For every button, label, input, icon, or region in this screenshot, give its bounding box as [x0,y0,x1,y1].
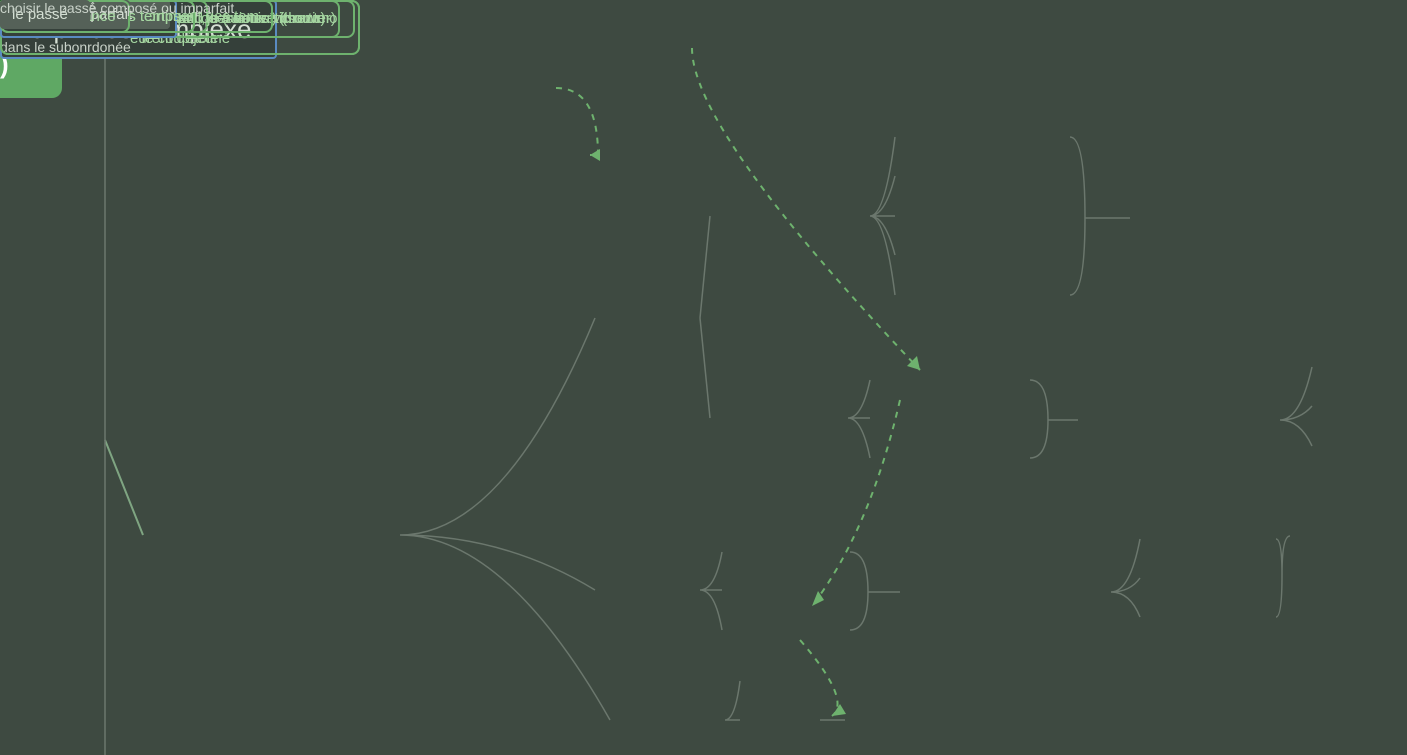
connections [0,0,1407,755]
label-choisir: choisir le passé composé ou imparfait [0,0,234,16]
